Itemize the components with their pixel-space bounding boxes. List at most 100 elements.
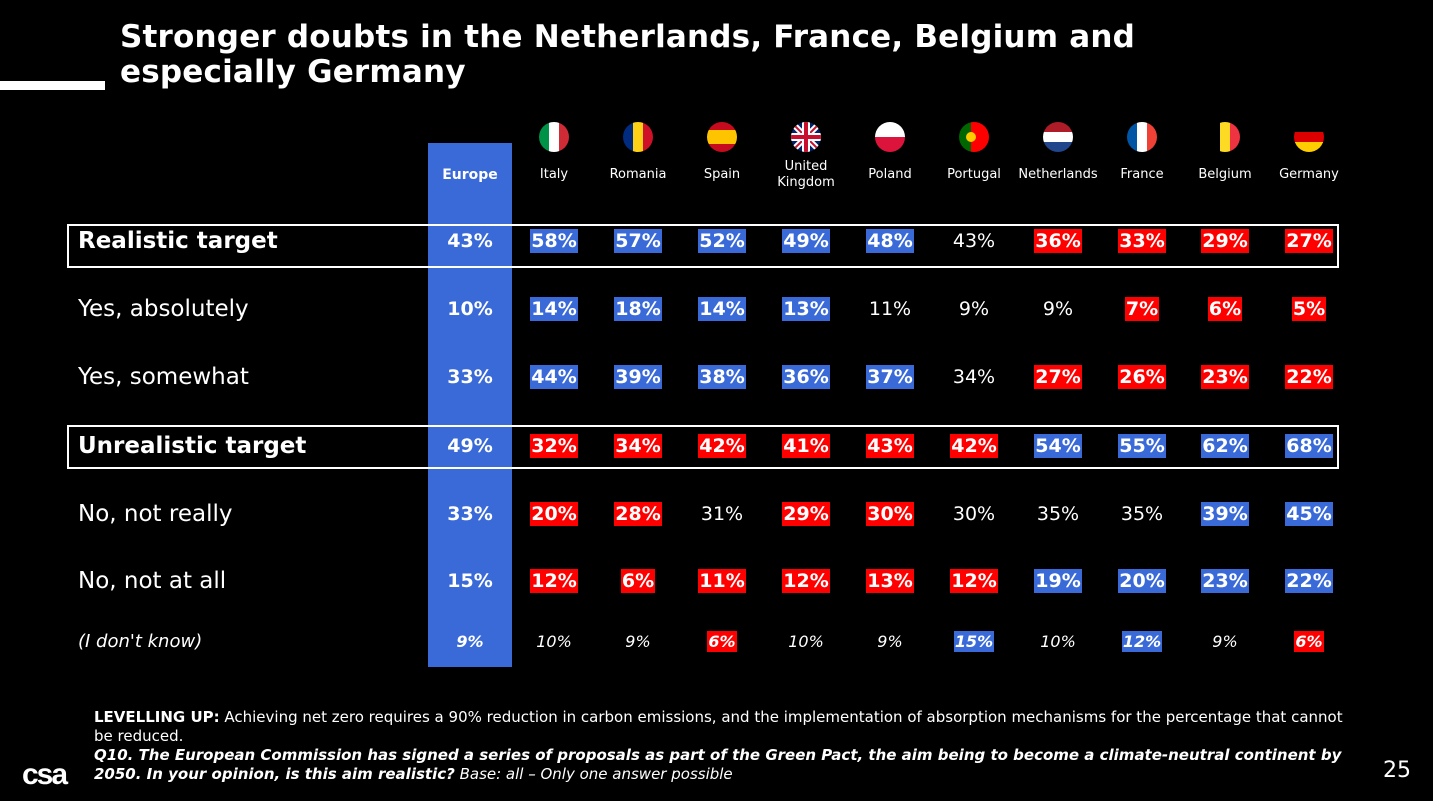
value-cell: 9% [1042,298,1074,320]
value-cell: 43% [866,434,914,458]
row-label: Unrealistic target [78,433,307,459]
germany-flag-icon [1294,122,1324,152]
value-cell: 27% [1034,365,1082,389]
value-cell: 45% [1285,502,1333,526]
value-cell: 54% [1034,434,1082,458]
footnote: LEVELLING UP: Achieving net zero require… [94,708,1344,784]
country-name: Italy [539,167,569,182]
value-cell: 20% [1118,569,1166,593]
country-header-france: France [1100,122,1184,182]
value-cell: 23% [1201,365,1249,389]
country-name: Portugal [947,167,1001,182]
value-cell: 14% [698,297,746,321]
europe-value: 9% [456,632,484,651]
value-cell: 34% [952,366,996,388]
value-cell: 9% [625,632,651,651]
country-name: United Kingdom [777,159,835,190]
value-cell: 35% [1036,503,1080,525]
value-cell: 52% [698,229,746,253]
value-cell: 12% [950,569,998,593]
country-name: Netherlands [1018,167,1098,182]
value-cell: 28% [614,502,662,526]
france-flag-icon [1127,122,1157,152]
europe-value: 33% [447,366,493,388]
poland-flag-icon [875,122,905,152]
country-header-spain: Spain [680,122,764,182]
spain-flag-icon [707,122,737,152]
levelling-text: Achieving net zero requires a 90% reduct… [94,708,1343,745]
value-cell: 11% [868,298,912,320]
value-cell: 6% [707,631,737,652]
uk-flag-icon [791,122,821,152]
value-cell: 22% [1285,569,1333,593]
value-cell: 9% [877,632,903,651]
value-cell: 39% [1201,502,1249,526]
value-cell: 48% [866,229,914,253]
value-cell: 55% [1118,434,1166,458]
country-name: Spain [703,167,741,182]
country-header-germany: Germany [1267,122,1351,182]
value-cell: 30% [952,503,996,525]
value-cell: 42% [698,434,746,458]
value-cell: 7% [1124,297,1160,321]
value-cell: 33% [1118,229,1166,253]
country-name: Poland [868,167,912,182]
value-cell: 34% [614,434,662,458]
csa-logo: csa [22,758,68,791]
value-cell: 41% [782,434,830,458]
europe-value: 10% [447,298,493,320]
country-header-portugal: Portugal [932,122,1016,182]
portugal-flag-icon [959,122,989,152]
value-cell: 23% [1201,569,1249,593]
value-cell: 57% [614,229,662,253]
value-cell: 43% [952,230,996,252]
value-cell: 32% [530,434,578,458]
value-cell: 58% [530,229,578,253]
row-box [67,425,1339,469]
page-title: Stronger doubts in the Netherlands, Fran… [120,19,1135,90]
value-cell: 30% [866,502,914,526]
country-header-belgium: Belgium [1183,122,1267,182]
value-cell: 37% [866,365,914,389]
europe-column-header: Europe [442,167,498,183]
value-cell: 35% [1120,503,1164,525]
value-cell: 14% [530,297,578,321]
value-cell: 13% [782,297,830,321]
base-text: Base: all – Only one answer possible [454,765,733,783]
value-cell: 15% [953,631,995,652]
value-cell: 9% [958,298,990,320]
row-box [67,224,1339,268]
value-cell: 19% [1034,569,1082,593]
value-cell: 68% [1285,434,1333,458]
value-cell: 12% [1121,631,1163,652]
row-label: Realistic target [78,228,278,254]
country-header-netherlands: Netherlands [1016,122,1100,182]
europe-value: 33% [447,503,493,525]
row-label: (I don't know) [78,631,203,652]
value-cell: 6% [1207,297,1243,321]
value-cell: 5% [1291,297,1327,321]
levelling-label: LEVELLING UP: [94,708,220,726]
value-cell: 36% [782,365,830,389]
country-name: Germany [1279,167,1339,182]
europe-value: 49% [447,435,493,457]
question-label: Q10. [94,746,134,764]
value-cell: 18% [614,297,662,321]
row-label: No, not at all [78,568,227,594]
value-cell: 26% [1118,365,1166,389]
netherlands-flag-icon [1043,122,1073,152]
value-cell: 62% [1201,434,1249,458]
value-cell: 9% [1212,632,1238,651]
country-header-italy: Italy [512,122,596,182]
europe-value: 15% [447,570,493,592]
country-name: Belgium [1198,167,1252,182]
title-underline-bar [0,81,105,90]
row-label: No, not really [78,501,233,527]
italy-flag-icon [539,122,569,152]
value-cell: 22% [1285,365,1333,389]
value-cell: 10% [536,632,572,651]
question-text: The European Commission has signed a ser… [94,746,1342,783]
belgium-flag-icon [1210,122,1240,152]
romania-flag-icon [623,122,653,152]
value-cell: 12% [782,569,830,593]
